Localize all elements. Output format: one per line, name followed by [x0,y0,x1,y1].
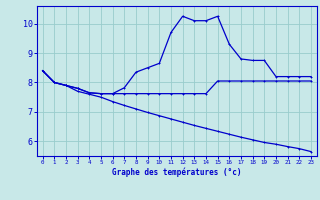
X-axis label: Graphe des températures (°c): Graphe des températures (°c) [112,168,242,177]
